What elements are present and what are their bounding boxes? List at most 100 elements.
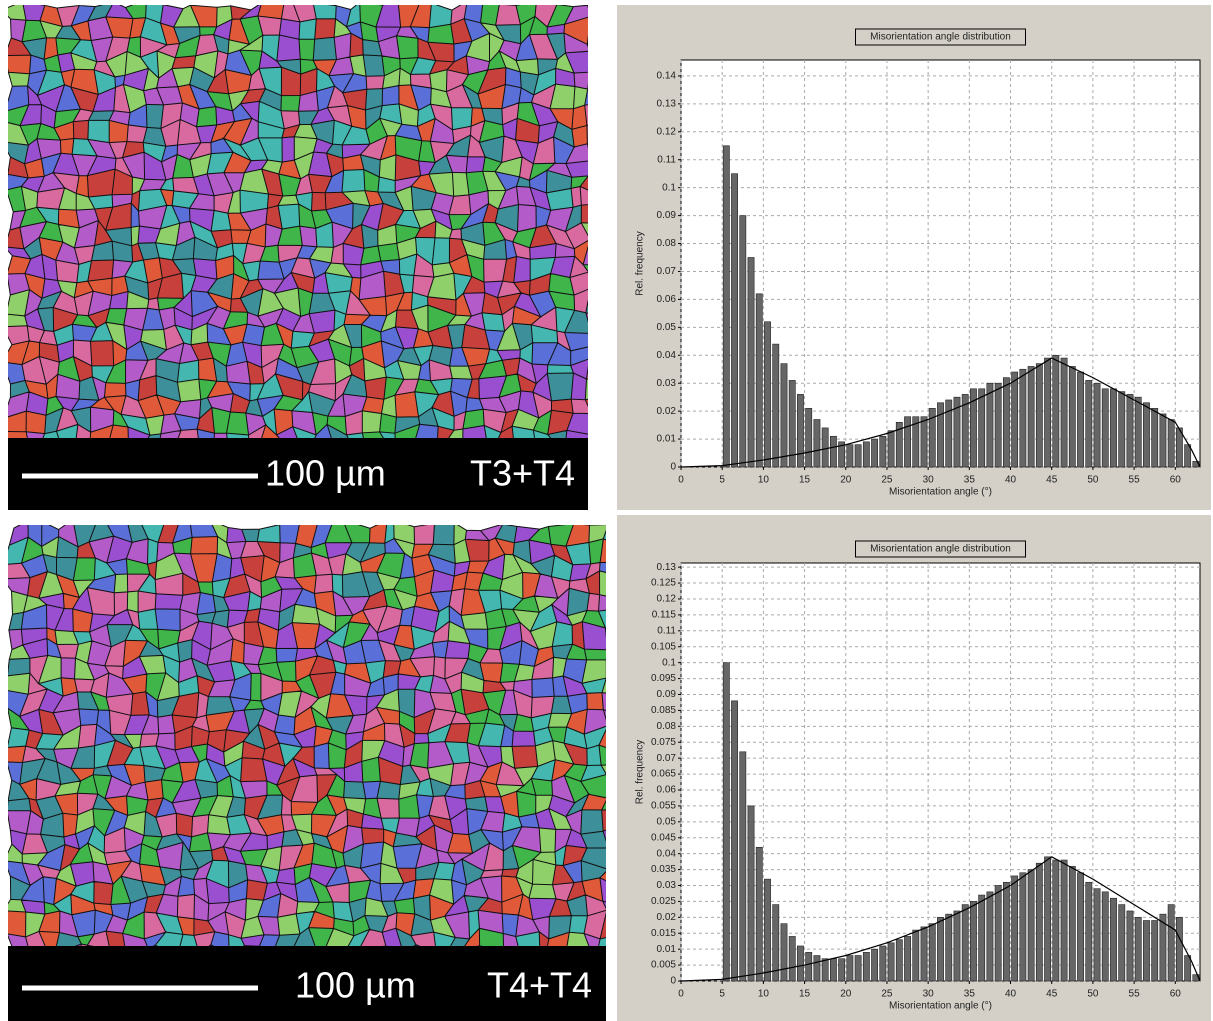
bar	[821, 427, 829, 468]
bar	[1019, 872, 1027, 982]
x-tick-label: 0	[678, 989, 684, 1000]
bar	[879, 435, 887, 468]
bar	[797, 945, 804, 982]
x-tick-label: 5	[719, 989, 725, 1000]
bar	[912, 416, 920, 468]
bar	[1060, 357, 1068, 468]
bar	[1085, 882, 1093, 982]
bar	[813, 419, 821, 468]
bar	[838, 441, 846, 468]
grain	[8, 5, 588, 438]
bar	[788, 380, 796, 468]
bar	[862, 952, 870, 982]
grain	[9, 525, 606, 946]
bar	[970, 901, 977, 982]
y-tick-label: 0.015	[651, 928, 676, 939]
bar	[1060, 859, 1068, 982]
bar	[1126, 910, 1134, 982]
x-tick-label: 25	[881, 475, 893, 486]
bar	[994, 885, 1002, 982]
x-tick-label: 35	[964, 989, 976, 1000]
y-tick-label: 0.13	[657, 562, 677, 573]
bar	[920, 416, 928, 468]
bar	[1143, 920, 1150, 982]
y-tick-label: 0.08	[657, 721, 677, 732]
bar	[970, 388, 977, 468]
bar	[1143, 402, 1150, 468]
fit-curve	[680, 856, 1201, 982]
bar	[1093, 382, 1101, 468]
bar	[788, 936, 796, 982]
bar	[780, 363, 788, 468]
bar	[747, 257, 755, 468]
sample-label: T4+T4	[487, 965, 592, 1006]
bar	[1011, 371, 1019, 468]
bar	[1002, 377, 1010, 468]
bar	[1035, 862, 1043, 982]
x-tick-label: 10	[758, 989, 770, 1000]
bar	[928, 408, 936, 468]
bar	[772, 343, 780, 468]
y-tick-label: 0.04	[657, 350, 677, 361]
y-tick-label: 0.02	[657, 912, 677, 923]
bar	[854, 444, 862, 468]
bar	[1151, 408, 1159, 468]
y-tick-label: 0.09	[657, 689, 677, 700]
bar	[1093, 888, 1101, 982]
bar	[953, 910, 961, 982]
bar	[1175, 427, 1183, 468]
title-box	[855, 28, 1026, 46]
y-axis-label: Rel. frequency	[635, 740, 646, 804]
y-tick-label: 0	[670, 976, 676, 987]
grain	[8, 525, 606, 946]
bar	[797, 394, 804, 468]
bar	[887, 942, 895, 982]
x-tick-label: 5	[719, 475, 725, 486]
bar	[764, 321, 771, 468]
x-tick-label: 30	[923, 475, 935, 486]
bar	[1077, 872, 1084, 982]
y-tick-label: 0.06	[657, 294, 677, 305]
y-tick-label: 0.05	[657, 322, 677, 333]
y-tick-label: 0.105	[651, 641, 676, 652]
x-tick-label: 15	[799, 475, 811, 486]
chart-title: Misorientation angle distribution	[870, 32, 1011, 43]
x-tick-label: 50	[1087, 475, 1099, 486]
bar	[1027, 869, 1035, 982]
y-tick-label: 0.08	[657, 238, 677, 249]
bar	[739, 215, 747, 468]
bar	[928, 923, 936, 982]
bar	[813, 955, 821, 982]
bar	[986, 382, 994, 468]
x-tick-label: 20	[840, 475, 852, 486]
y-axis-label: Rel. frequency	[635, 231, 646, 295]
x-axis-label: Misorientation angle (°)	[889, 487, 992, 498]
y-tick-label: 0.045	[651, 832, 676, 843]
x-tick-label: 60	[1170, 989, 1182, 1000]
bar	[805, 408, 813, 468]
y-tick-label: 0.1	[662, 182, 676, 193]
y-tick-label: 0.12	[657, 126, 677, 137]
y-tick-label: 0.06	[657, 785, 677, 796]
bar	[722, 145, 730, 468]
bar	[1052, 354, 1060, 468]
bar	[961, 394, 969, 468]
bar	[904, 936, 911, 982]
x-tick-label: 0	[678, 475, 684, 486]
y-tick-label: 0.01	[657, 944, 677, 955]
bar	[755, 293, 763, 468]
bar	[829, 958, 837, 982]
bar	[1110, 388, 1117, 468]
bar	[1134, 396, 1142, 468]
grain	[8, 5, 588, 438]
bar	[994, 382, 1002, 468]
y-tick-label: 0.07	[657, 266, 677, 277]
grain-boundary	[8, 525, 606, 946]
y-tick-label: 0.03	[657, 378, 677, 389]
bar	[871, 438, 879, 468]
bar	[1110, 897, 1117, 982]
x-tick-label: 60	[1170, 475, 1182, 486]
bar	[961, 904, 969, 982]
x-tick-label: 20	[840, 989, 852, 1000]
bar	[953, 396, 961, 468]
